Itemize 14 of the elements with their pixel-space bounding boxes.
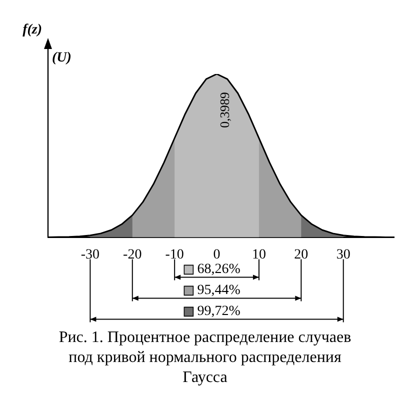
y-axis-title: f(z): [22, 22, 42, 38]
legend-label: 95,44%: [197, 282, 241, 298]
x-tick-label: -30: [80, 247, 100, 262]
x-tick-label: 10: [252, 247, 266, 262]
x-tick-label: 30: [336, 247, 350, 262]
x-tick-label: 0: [213, 247, 220, 262]
legend-label: 68,26%: [197, 262, 241, 277]
text: Рис. 1. Процентное распределение случаев под кривой нормального распределения Гаусса: [58, 328, 352, 388]
x-tick-label: -10: [165, 247, 184, 262]
x-tick-label: 20: [294, 247, 308, 262]
legend-label: 99,72%: [197, 304, 241, 319]
x-tick-label: -20: [123, 247, 142, 262]
annotation: 0,3989: [217, 92, 232, 128]
text: (U): [52, 50, 72, 66]
